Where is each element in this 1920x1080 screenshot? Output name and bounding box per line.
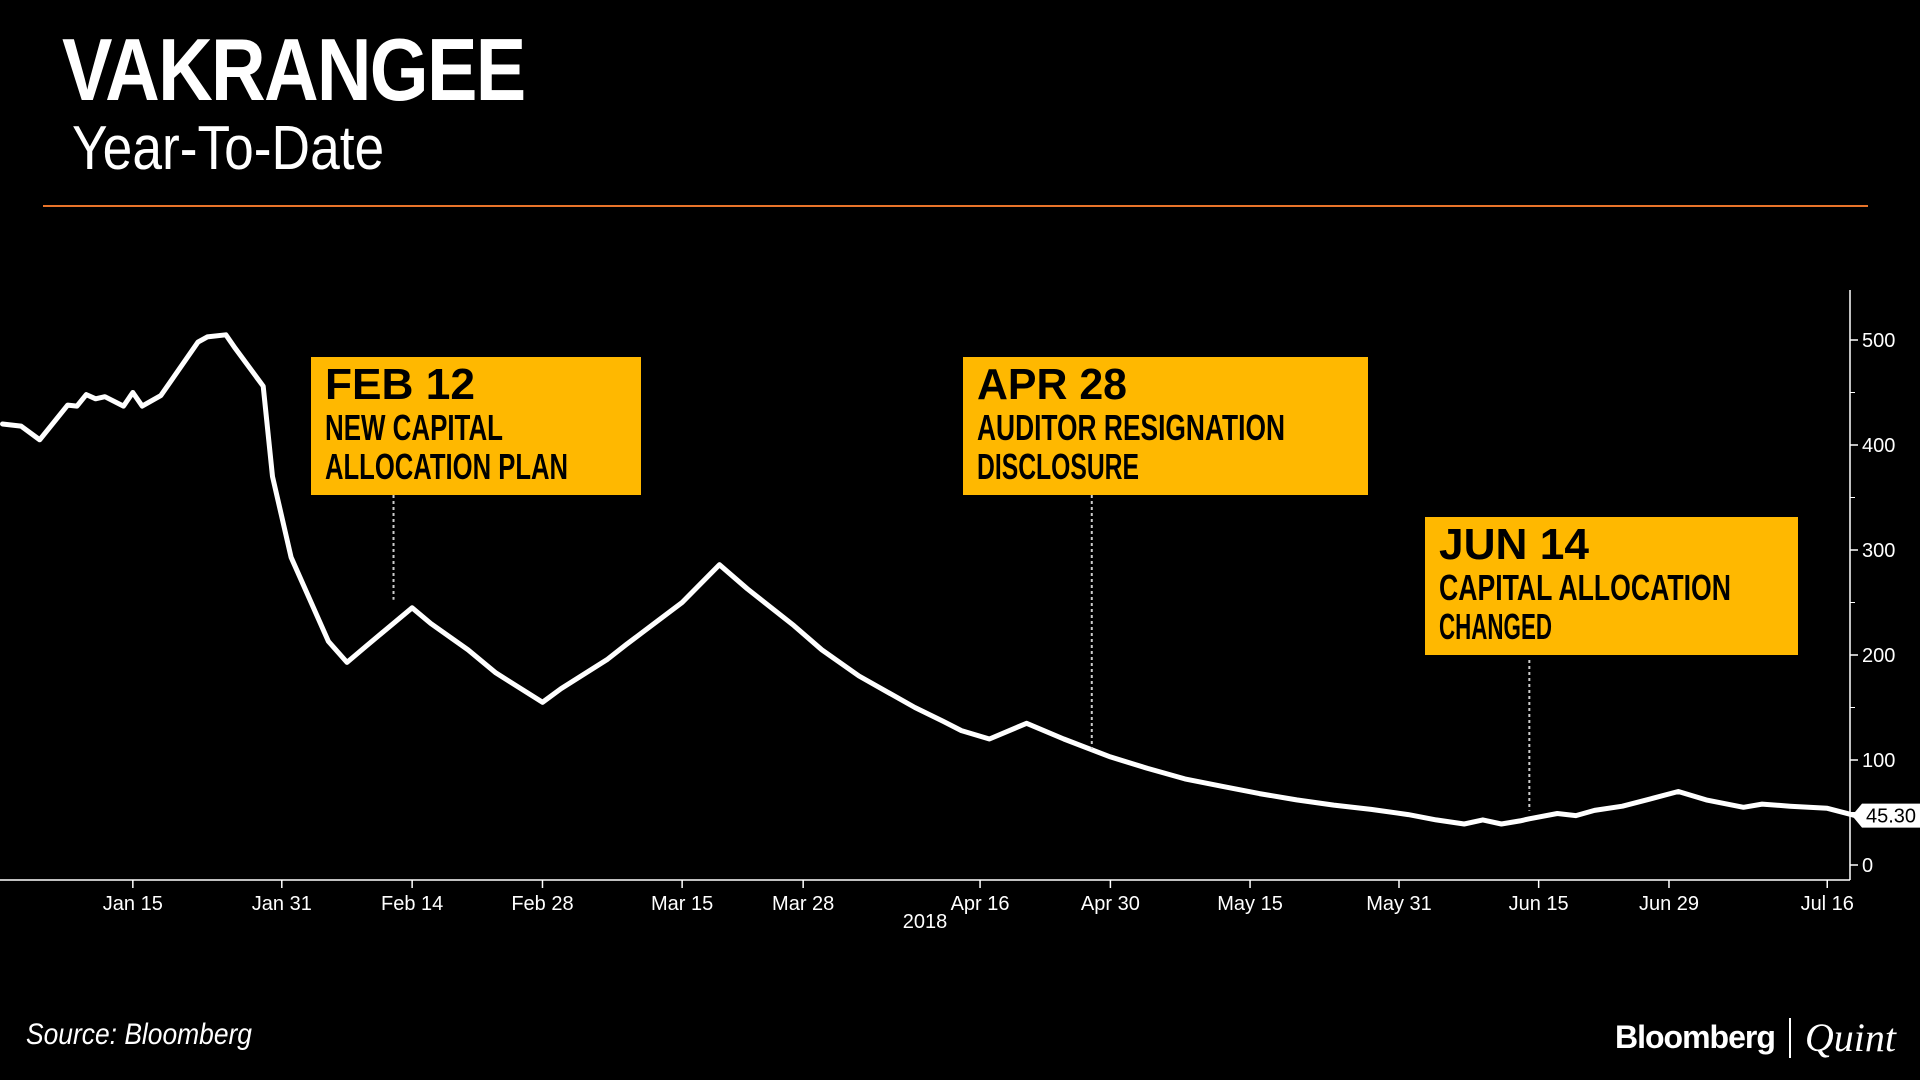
annotation-box (311, 357, 641, 495)
y-tick-label: 0 (1862, 855, 1873, 877)
annotation-text-line: NEW CAPITAL (325, 407, 503, 448)
annotation-box (1425, 517, 1798, 655)
chart-title: VAKRANGEE (62, 20, 526, 119)
annotation-text-line: DISCLOSURE (977, 446, 1139, 487)
price-line (0, 332, 1858, 827)
chart-subtitle: Year-To-Date (72, 114, 385, 183)
x-tick-label: Jun 15 (1509, 893, 1569, 915)
annotation-text-line: AUDITOR RESIGNATION (977, 407, 1285, 448)
x-tick-label: Apr 30 (1081, 893, 1140, 915)
x-tick-label: Mar 28 (772, 893, 834, 915)
header-divider (43, 205, 1868, 207)
annotation-box (963, 357, 1368, 495)
x-tick-label: Jun 29 (1639, 893, 1699, 915)
x-tick-label: Mar 15 (651, 893, 713, 915)
last-value-label: 45.30 (1866, 806, 1916, 828)
x-tick-label: May 31 (1366, 893, 1432, 915)
x-axis-year-label: 2018 (903, 911, 948, 933)
brand-separator (1788, 1017, 1791, 1058)
y-tick-label: 200 (1862, 645, 1895, 667)
y-tick-label: 400 (1862, 435, 1895, 457)
brand-logo: Bloomberg Quint (1615, 1014, 1896, 1061)
x-tick-label: Jan 31 (252, 893, 312, 915)
source-note: Source: Bloomberg (26, 1018, 252, 1051)
annotation-title: APR 28 (977, 360, 1127, 409)
annotation-title: FEB 12 (325, 360, 475, 409)
x-tick-label: Jan 15 (103, 893, 163, 915)
y-tick-label: 300 (1862, 540, 1895, 562)
y-tick-label: 500 (1862, 330, 1895, 352)
annotation-text-line: ALLOCATION PLAN (325, 446, 568, 487)
last-value-badge (1852, 803, 1920, 828)
annotation-text-line: CAPITAL ALLOCATION (1439, 567, 1731, 608)
annotation-text-line: CHANGED (1439, 606, 1552, 647)
x-tick-label: Feb 14 (381, 893, 443, 915)
y-tick-label: 100 (1862, 750, 1895, 772)
x-tick-label: Feb 28 (511, 893, 573, 915)
x-tick-label: Jul 16 (1801, 893, 1854, 915)
brand-bloomberg: Bloomberg (1614, 1019, 1776, 1055)
x-tick-label: Apr 16 (951, 893, 1010, 915)
annotation-title: JUN 14 (1439, 520, 1590, 569)
brand-quint: Quint (1804, 1015, 1896, 1060)
x-tick-label: May 15 (1217, 893, 1283, 915)
